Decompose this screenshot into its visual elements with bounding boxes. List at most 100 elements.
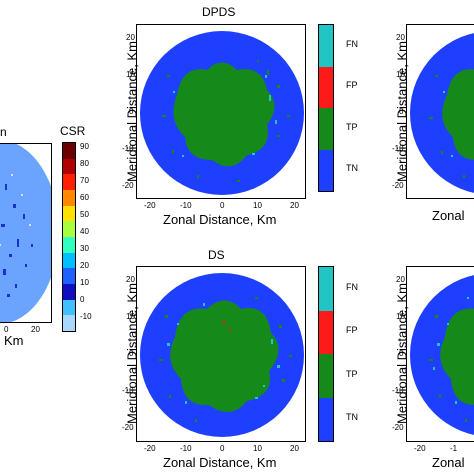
top-right-y-tick-20: 20: [396, 33, 405, 42]
class-colorbar-segment-fn: [319, 25, 333, 67]
bottom-right-x-tick-m20: -20: [414, 444, 426, 453]
bottom-right-y-tick-20: 20: [396, 275, 405, 284]
ds-y-tick-10: 10: [126, 312, 135, 321]
csr-colorbar-segment: [63, 158, 75, 175]
csr-colorbar-segment: [63, 205, 75, 222]
left-x-label-fragment: Km: [4, 333, 24, 348]
class-colorbar-label-fp: FP: [346, 80, 358, 91]
bottom-right-x-tick-m1: -1: [450, 444, 458, 453]
dpds-x-label: Zonal Distance, Km: [163, 212, 277, 227]
dpds-y-tick-20: 20: [126, 33, 135, 42]
bottom-right-y-tick-0: 0: [399, 349, 404, 358]
class-colorbar-label-fn: FN: [346, 38, 358, 49]
ds-fn-speckle: [167, 303, 280, 404]
dpds-title: DPDS: [202, 5, 236, 19]
bottom-right-plot: [406, 266, 474, 442]
ds-y-tick-m10: -10: [122, 386, 134, 395]
ds-plot: [136, 266, 306, 442]
bottom-right-y-tick-m20: -20: [392, 423, 404, 432]
ds-tp-speckle: [159, 297, 292, 422]
csr-colorbar-tick: 60: [80, 193, 89, 202]
csr-colorbar-segment: [63, 252, 75, 269]
ds-x-tick-20: 20: [290, 444, 299, 453]
class-colorbar-label-tp: TP: [346, 368, 358, 379]
class-colorbar-segment-fp: [319, 310, 333, 354]
dpds-y-tick-m20: -20: [122, 181, 134, 190]
ds-y-tick-0: 0: [129, 349, 134, 358]
dpds-x-tick-m20: -20: [144, 201, 156, 210]
left-panel-map: [0, 144, 51, 322]
csr-colorbar-segment: [63, 315, 75, 332]
bottom-right-map: [410, 275, 474, 435]
left-panel-plot: [0, 143, 52, 323]
class-colorbar-segment-fn: [319, 267, 333, 311]
csr-colorbar-tick: 70: [80, 176, 89, 185]
csr-colorbar-segment: [63, 174, 75, 191]
csr-colorbar-segment: [63, 284, 75, 301]
csr-colorbar-title: CSR: [60, 124, 86, 138]
class-colorbar-segment-tp: [319, 354, 333, 398]
class-colorbar-segment-tn: [319, 149, 333, 191]
bottom-right-y-tick-10: 10: [396, 312, 405, 321]
csr-colorbar-tick: 20: [80, 261, 89, 270]
bottom-right-x-label: Zonal: [432, 455, 465, 470]
class-colorbar-segment-tn: [319, 397, 333, 441]
dpds-y-tick-0: 0: [129, 107, 134, 116]
dpds-tp-region: [173, 62, 275, 167]
dpds-x-tick-20: 20: [290, 201, 299, 210]
ds-map: [140, 273, 304, 437]
csr-colorbar-tick: 30: [80, 244, 89, 253]
top-right-plot: [406, 24, 474, 199]
class-colorbar-top: [318, 24, 334, 192]
ds-x-label: Zonal Distance, Km: [163, 455, 277, 470]
top-right-x-label: Zonal: [432, 208, 465, 223]
top-right-y-tick-m20: -20: [392, 181, 404, 190]
top-right-tp-region: [442, 69, 474, 160]
left-panel-disk: [0, 144, 51, 322]
ds-x-tick-0: 0: [220, 444, 225, 453]
ds-y-tick-m20: -20: [122, 423, 134, 432]
bottom-right-y-tick-m10: -10: [392, 386, 404, 395]
csr-colorbar-segment: [63, 268, 75, 285]
class-colorbar-bottom: [318, 266, 334, 442]
ds-x-tick-m20: -20: [144, 444, 156, 453]
dpds-plot: [136, 24, 306, 199]
csr-colorbar-segment: [63, 221, 75, 238]
dpds-y-tick-10: 10: [126, 70, 135, 79]
top-right-y-tick-10: 10: [396, 70, 405, 79]
csr-colorbar-tick: 50: [80, 210, 89, 219]
ds-x-tick-m10: -10: [180, 444, 192, 453]
class-colorbar-label-fn: FN: [346, 281, 358, 292]
csr-colorbar-segment: [63, 299, 75, 316]
class-colorbar-label-tn: TN: [346, 163, 358, 174]
top-right-y-tick-m10: -10: [392, 144, 404, 153]
bottom-right-tp-region: [440, 308, 474, 406]
class-colorbar-segment-fp: [319, 66, 333, 108]
class-colorbar-label-tn: TN: [346, 412, 358, 423]
csr-colorbar-segment: [63, 237, 75, 254]
ds-y-tick-20: 20: [126, 275, 135, 284]
top-right-y-tick-0: 0: [399, 107, 404, 116]
class-colorbar-label-tp: TP: [346, 121, 358, 132]
ds-x-tick-10: 10: [253, 444, 262, 453]
dpds-x-tick-10: 10: [253, 201, 262, 210]
csr-colorbar-tick: 10: [80, 278, 89, 287]
csr-colorbar-segment: [63, 190, 75, 207]
dpds-x-tick-0: 0: [220, 201, 225, 210]
class-colorbar-segment-tp: [319, 108, 333, 150]
csr-colorbar-segment: [63, 143, 75, 160]
dpds-y-tick-m10: -10: [122, 144, 134, 153]
csr-colorbar-tick: -10: [80, 312, 92, 321]
dpds-fn-speckle: [173, 75, 277, 157]
csr-colorbar-tick: 80: [80, 159, 89, 168]
ds-title: DS: [208, 248, 225, 262]
left-x-tick-1: 20: [31, 325, 40, 334]
csr-colorbar-tick: 0: [80, 295, 85, 304]
csr-colorbar: [62, 142, 76, 332]
csr-colorbar-tick: 90: [80, 142, 89, 151]
dpds-map: [140, 31, 304, 195]
class-colorbar-label-fp: FP: [346, 325, 358, 336]
left-panel-title-fragment: n: [0, 125, 7, 139]
left-x-tick-0: 0: [4, 325, 9, 334]
dpds-x-tick-m10: -10: [180, 201, 192, 210]
